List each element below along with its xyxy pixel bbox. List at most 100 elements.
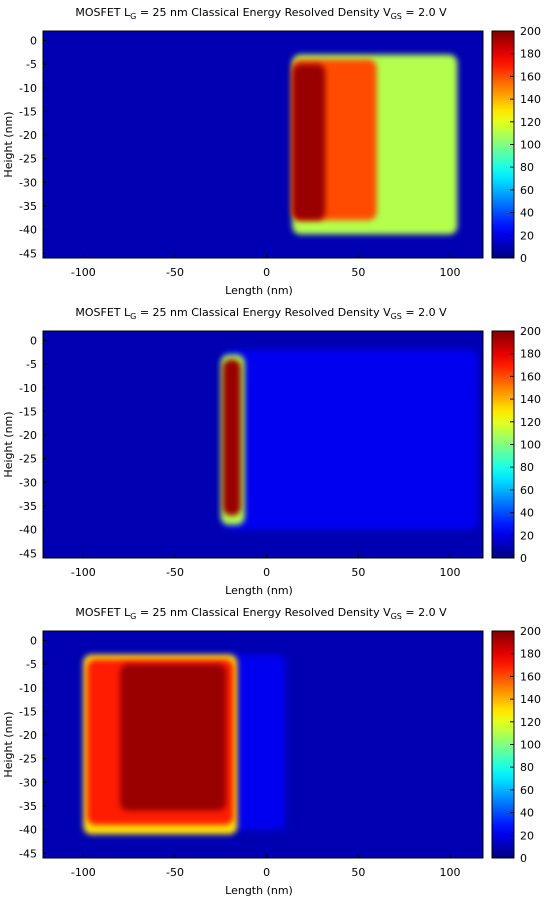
colorbar-tick-label: 80 <box>520 761 534 774</box>
y-tick-label: -45 <box>19 847 37 860</box>
x-tick-label: -100 <box>71 866 96 879</box>
x-tick-label: 0 <box>263 266 270 279</box>
colorbar-tick-label: 80 <box>520 161 534 174</box>
colorbar-tick-label: 80 <box>520 461 534 474</box>
y-tick-label: -20 <box>19 729 37 742</box>
x-tick-label: -50 <box>166 566 184 579</box>
heatmap-panel-1: MOSFET LG = 25 nm Classical Energy Resol… <box>0 0 550 298</box>
colorbar-tick-label: 160 <box>520 370 541 383</box>
x-axis-label: Length (nm) <box>225 884 293 897</box>
y-tick-label: -45 <box>19 247 37 260</box>
y-tick-label: -5 <box>26 358 37 371</box>
colorbar-tick-label: 200 <box>520 625 541 638</box>
chart-title: MOSFET LG = 25 nm Classical Energy Resol… <box>75 306 447 321</box>
plot-frame <box>42 30 484 259</box>
colorbar-tick-label: 60 <box>520 184 534 197</box>
x-tick-label: 50 <box>351 266 365 279</box>
y-tick-label: -10 <box>19 82 37 95</box>
y-tick-label: -15 <box>19 705 37 718</box>
y-tick-label: -25 <box>19 753 37 766</box>
heatmap-panel-3: MOSFET LG = 25 nm Classical Energy Resol… <box>0 600 550 898</box>
colorbar-tick-label: 180 <box>520 648 541 661</box>
y-tick-label: -10 <box>19 682 37 695</box>
colorbar-tick-label: 160 <box>520 70 541 83</box>
colorbar-tick-label: 120 <box>520 716 541 729</box>
x-tick-label: -50 <box>166 866 184 879</box>
colorbar-tick-label: 180 <box>520 348 541 361</box>
y-tick-label: -25 <box>19 153 37 166</box>
colorbar-tick-label: 180 <box>520 48 541 61</box>
colorbar-tick-label: 120 <box>520 116 541 129</box>
x-tick-label: 50 <box>351 566 365 579</box>
y-tick-label: -5 <box>26 658 37 671</box>
colorbar-tick-label: 0 <box>520 852 527 865</box>
colorbar-tick-label: 140 <box>520 93 541 106</box>
colorbar-tick-label: 160 <box>520 670 541 683</box>
y-tick-label: -20 <box>19 129 37 142</box>
y-axis-label: Height (nm) <box>2 411 15 477</box>
x-tick-label: 0 <box>263 866 270 879</box>
colorbar-tick-label: 140 <box>520 693 541 706</box>
y-axis-label: Height (nm) <box>2 111 15 177</box>
x-tick-label: 100 <box>440 266 461 279</box>
x-tick-label: 100 <box>440 566 461 579</box>
y-tick-label: -20 <box>19 429 37 442</box>
y-tick-label: -35 <box>19 800 37 813</box>
y-tick-label: -35 <box>19 200 37 213</box>
y-tick-label: 0 <box>30 334 37 347</box>
y-axis-label: Height (nm) <box>2 711 15 777</box>
colorbar-tick-label: 0 <box>520 252 527 265</box>
colorbar-tick-label: 20 <box>520 529 534 542</box>
heatmap-panel-2: MOSFET LG = 25 nm Classical Energy Resol… <box>0 300 550 598</box>
y-tick-label: 0 <box>30 34 37 47</box>
colorbar-tick-label: 40 <box>520 807 534 820</box>
colorbar-tick-label: 20 <box>520 829 534 842</box>
x-tick-label: -100 <box>71 266 96 279</box>
heatmap-svg: MOSFET LG = 25 nm Classical Energy Resol… <box>2 306 541 597</box>
y-tick-label: -30 <box>19 476 37 489</box>
x-axis-label: Length (nm) <box>225 584 293 597</box>
y-tick-label: -40 <box>19 524 37 537</box>
y-tick-label: -10 <box>19 382 37 395</box>
x-tick-label: 100 <box>440 866 461 879</box>
y-tick-label: 0 <box>30 634 37 647</box>
colorbar-tick-label: 60 <box>520 484 534 497</box>
colorbar-tick-label: 100 <box>520 139 541 152</box>
density-region-3 <box>292 64 326 221</box>
plot-frame <box>42 330 484 559</box>
plot-frame <box>42 630 484 859</box>
y-tick-label: -40 <box>19 824 37 837</box>
y-tick-label: -30 <box>19 776 37 789</box>
x-tick-label: 0 <box>263 566 270 579</box>
density-region-3 <box>222 359 241 516</box>
x-tick-label: -50 <box>166 266 184 279</box>
heatmap-svg: MOSFET LG = 25 nm Classical Energy Resol… <box>2 6 541 297</box>
colorbar-tick-label: 100 <box>520 439 541 452</box>
chart-title: MOSFET LG = 25 nm Classical Energy Resol… <box>75 6 447 21</box>
colorbar-tick-label: 60 <box>520 784 534 797</box>
colorbar-tick-label: 100 <box>520 739 541 752</box>
colorbar-tick-label: 140 <box>520 393 541 406</box>
y-tick-label: -40 <box>19 224 37 237</box>
colorbar-tick-label: 40 <box>520 507 534 520</box>
colorbar-tick-label: 20 <box>520 229 534 242</box>
x-tick-label: -100 <box>71 566 96 579</box>
y-tick-label: -45 <box>19 547 37 560</box>
heatmap-svg: MOSFET LG = 25 nm Classical Energy Resol… <box>2 606 541 897</box>
y-tick-label: -25 <box>19 453 37 466</box>
y-tick-label: -35 <box>19 500 37 513</box>
colorbar-tick-label: 120 <box>520 416 541 429</box>
chart-title: MOSFET LG = 25 nm Classical Energy Resol… <box>75 606 447 621</box>
colorbar-tick-label: 200 <box>520 25 541 38</box>
x-tick-label: 50 <box>351 866 365 879</box>
colorbar-tick-label: 0 <box>520 552 527 565</box>
y-tick-label: -5 <box>26 58 37 71</box>
y-tick-label: -15 <box>19 105 37 118</box>
y-tick-label: -15 <box>19 405 37 418</box>
colorbar-tick-label: 200 <box>520 325 541 338</box>
density-region-4 <box>120 664 227 811</box>
colorbar-tick-label: 40 <box>520 207 534 220</box>
density-region-1 <box>222 349 478 530</box>
y-tick-label: -30 <box>19 176 37 189</box>
x-axis-label: Length (nm) <box>225 284 293 297</box>
